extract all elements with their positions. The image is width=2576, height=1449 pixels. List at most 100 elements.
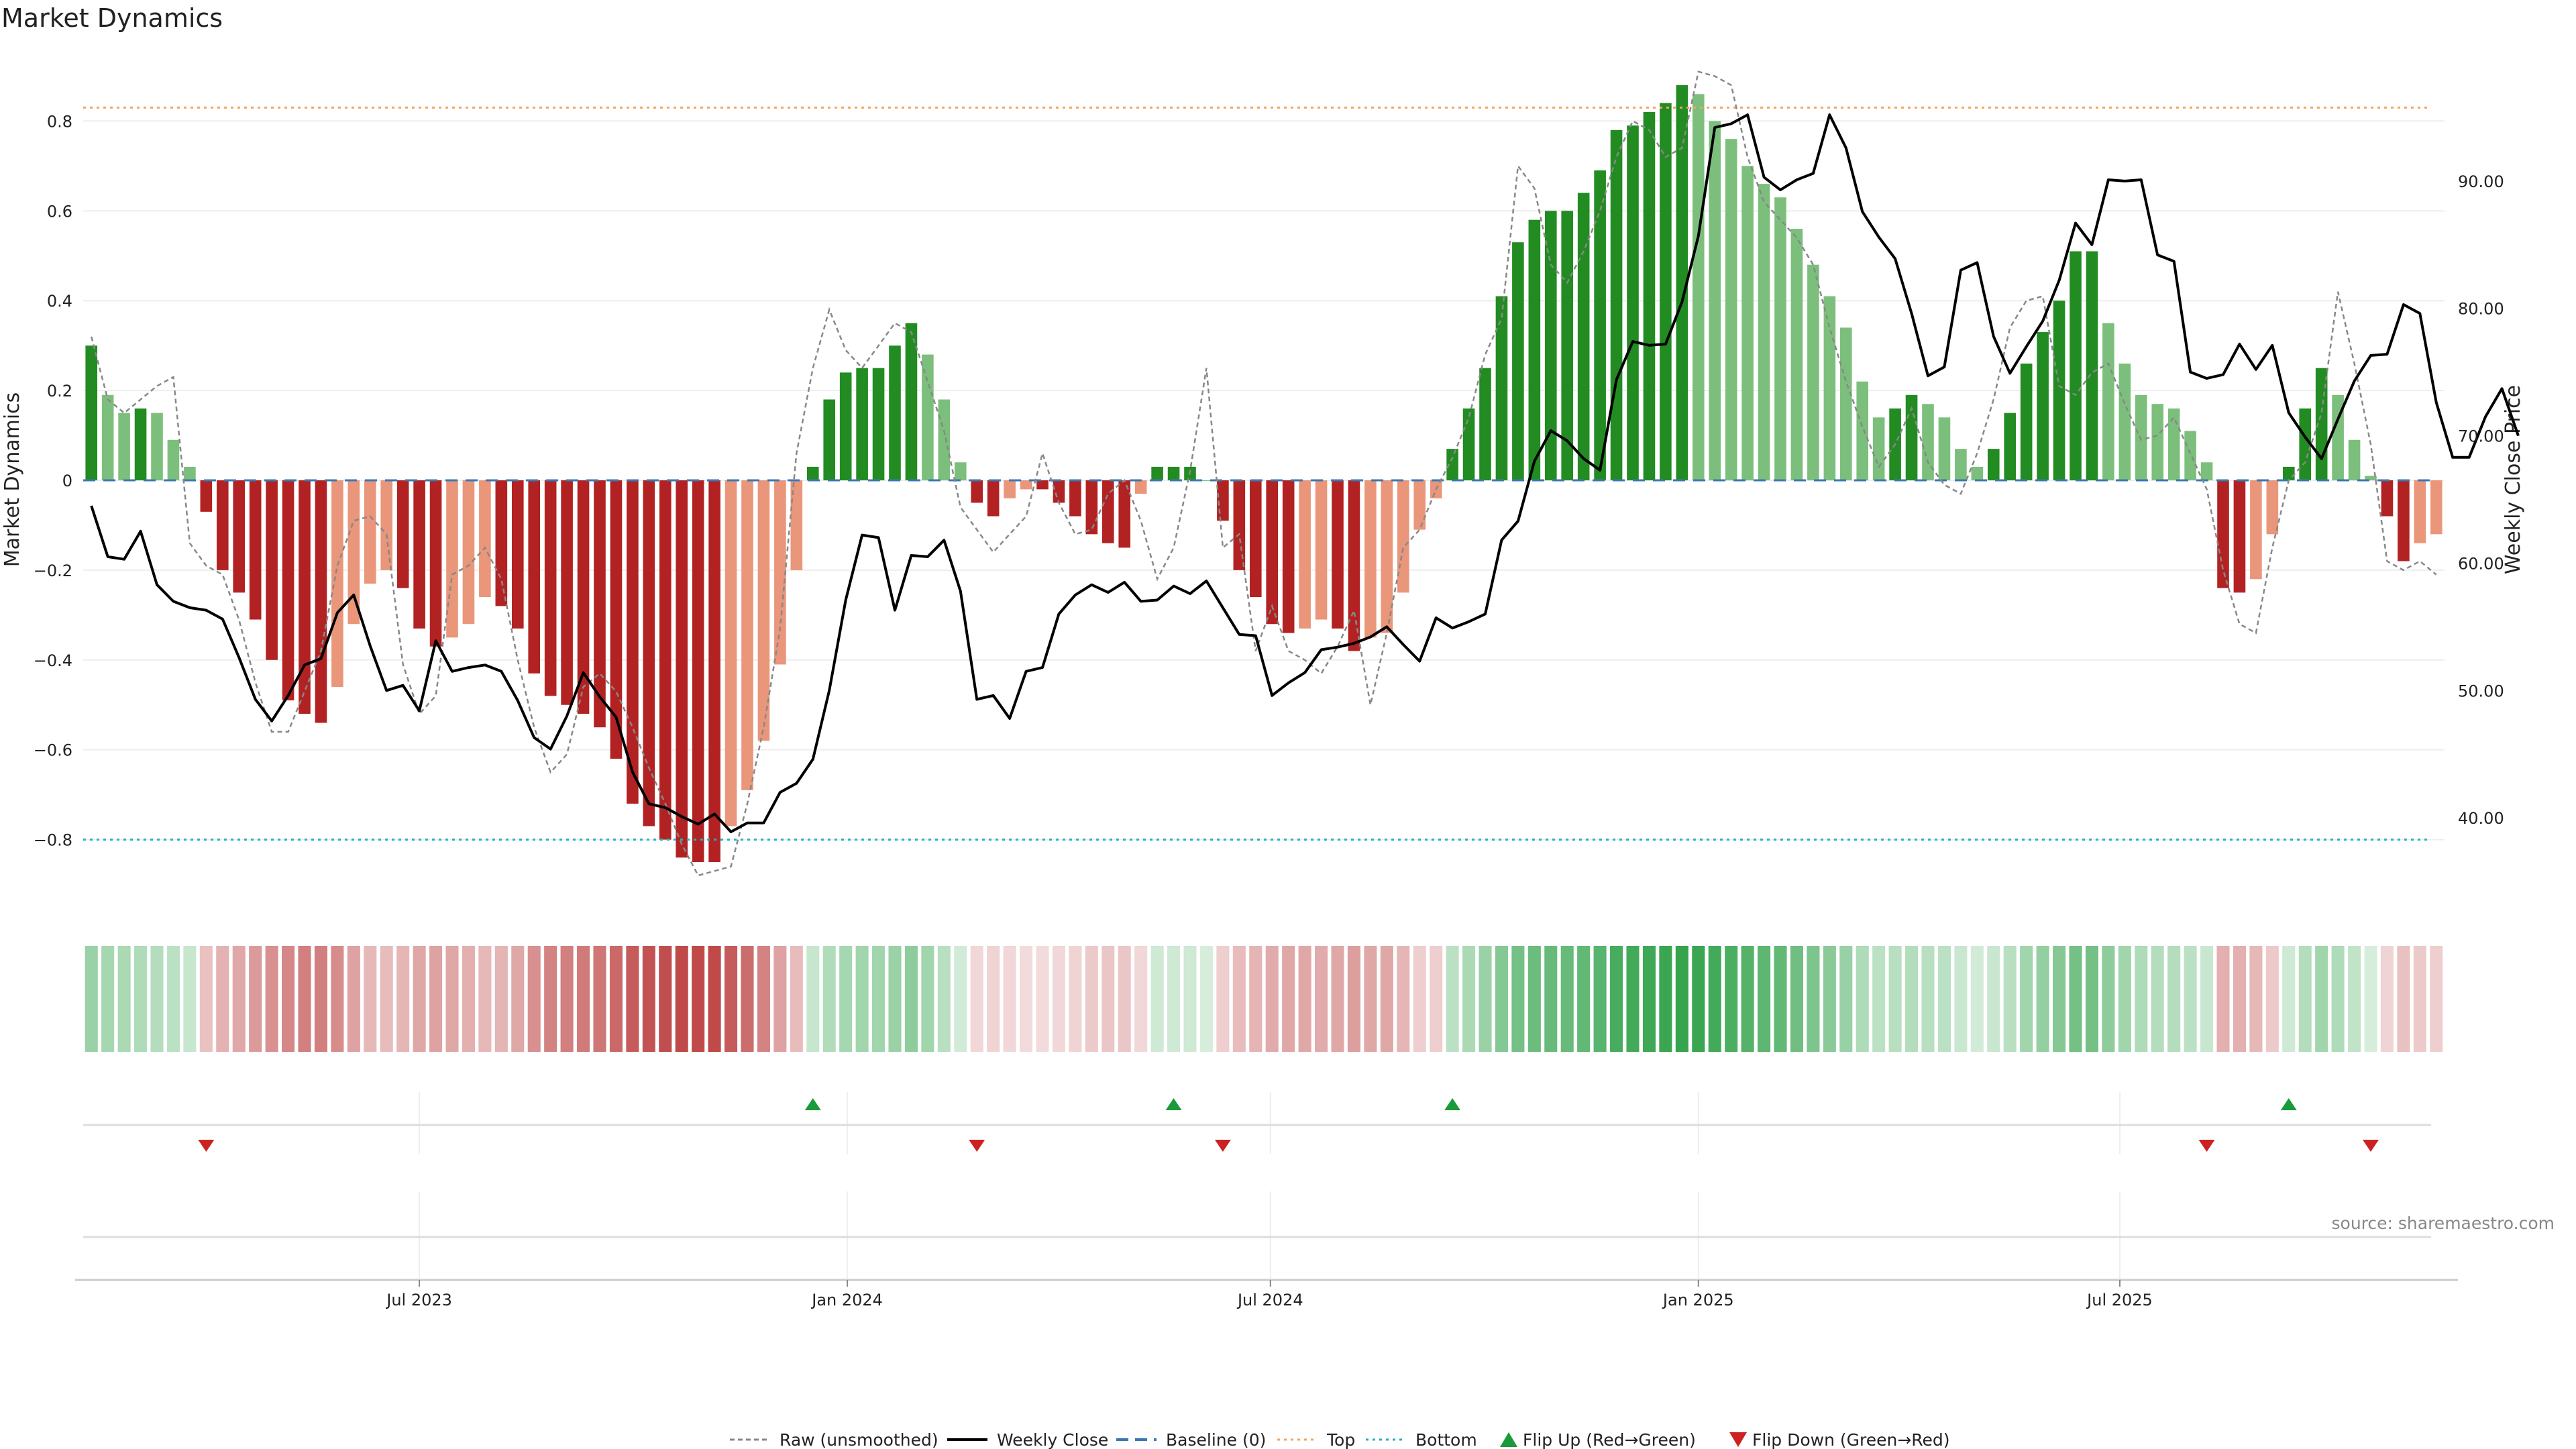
heat-cell-140 <box>2380 946 2394 1052</box>
x-tick-label: Jul 2023 <box>385 1291 452 1309</box>
dynamics-bar-93 <box>1610 129 1623 480</box>
heat-cell-21 <box>429 946 443 1052</box>
heat-cell-7 <box>199 946 213 1052</box>
dynamics-bar-1 <box>101 394 114 480</box>
dynamics-bar-30 <box>577 480 590 714</box>
heat-cell-26 <box>511 946 525 1052</box>
dynamics-bar-97 <box>1676 85 1688 480</box>
heat-cell-112 <box>1921 946 1935 1052</box>
chart-title: Market Dynamics <box>1 3 223 33</box>
heat-cell-37 <box>692 946 705 1052</box>
dynamics-bar-116 <box>1987 449 2000 480</box>
heat-cell-24 <box>478 946 492 1052</box>
heat-cell-23 <box>462 946 475 1052</box>
heat-cell-1 <box>101 946 115 1052</box>
dynamics-bar-0 <box>85 345 98 480</box>
dynamics-bar-83 <box>1446 449 1458 480</box>
heat-cell-92 <box>1593 946 1607 1052</box>
dynamics-bar-125 <box>2135 394 2147 480</box>
dynamics-bar-20 <box>413 480 425 629</box>
dynamics-bar-85 <box>1479 368 1491 480</box>
heat-cell-5 <box>166 946 180 1052</box>
heat-cell-15 <box>331 946 344 1052</box>
heat-cell-97 <box>1675 946 1688 1052</box>
legend-swatch-flip-down <box>1729 1432 1747 1447</box>
dynamics-bar-92 <box>1594 170 1606 480</box>
y-left-tick-label: −0.8 <box>34 831 72 850</box>
dynamics-bar-7 <box>200 480 213 512</box>
heat-cell-52 <box>937 946 951 1052</box>
y-right-tick-label: 50.00 <box>2458 682 2504 700</box>
heat-cell-20 <box>413 946 426 1052</box>
dynamics-bar-24 <box>479 480 491 598</box>
heat-cell-137 <box>2331 946 2345 1052</box>
heat-cell-138 <box>2348 946 2361 1052</box>
heat-cell-76 <box>1331 946 1344 1052</box>
dynamics-bar-47 <box>856 368 868 480</box>
dynamics-bar-15 <box>331 480 343 687</box>
y-left-tick-label: −0.2 <box>34 561 72 580</box>
heat-cell-22 <box>445 946 459 1052</box>
dynamics-bar-139 <box>2365 476 2377 480</box>
dynamics-bar-18 <box>380 480 393 570</box>
heat-cell-67 <box>1183 946 1197 1052</box>
dynamics-bar-39 <box>724 480 737 826</box>
dynamics-bar-95 <box>1643 112 1656 480</box>
heat-cell-50 <box>904 946 918 1052</box>
heat-cell-73 <box>1282 946 1295 1052</box>
dynamics-bar-112 <box>1922 404 1934 480</box>
dynamics-bar-26 <box>511 480 524 629</box>
legend-label-top: Top <box>1326 1430 1355 1449</box>
dynamics-bar-61 <box>1085 480 1098 535</box>
dynamics-bar-65 <box>1151 466 1163 480</box>
heat-cell-14 <box>314 946 327 1052</box>
heat-cell-29 <box>560 946 574 1052</box>
heat-cell-48 <box>872 946 885 1052</box>
dynamics-bar-9 <box>233 480 246 593</box>
y-right-tick-label: 80.00 <box>2458 300 2504 319</box>
heat-cell-65 <box>1150 946 1164 1052</box>
heat-cell-91 <box>1577 946 1591 1052</box>
y-left-tick-label: 0.4 <box>47 292 72 311</box>
dynamics-bar-52 <box>938 399 951 480</box>
heat-cell-118 <box>2020 946 2033 1052</box>
dynamics-bar-106 <box>1823 296 1836 480</box>
y-left-tick-label: −0.4 <box>34 651 72 670</box>
heat-cell-101 <box>1741 946 1754 1052</box>
dynamics-bar-84 <box>1462 408 1475 480</box>
heat-cell-6 <box>183 946 197 1052</box>
heat-cell-62 <box>1102 946 1115 1052</box>
dynamics-bar-3 <box>134 408 147 480</box>
dynamics-bar-104 <box>1790 229 1803 480</box>
heat-cell-134 <box>2282 946 2296 1052</box>
heat-cell-142 <box>2413 946 2426 1052</box>
dynamics-bar-142 <box>2414 480 2426 543</box>
heat-cell-0 <box>85 946 98 1052</box>
dynamics-bar-22 <box>446 480 458 638</box>
heat-cell-122 <box>2085 946 2098 1052</box>
heat-cell-55 <box>987 946 1000 1052</box>
heat-cell-16 <box>347 946 360 1052</box>
dynamics-bar-70 <box>1233 480 1246 570</box>
dynamics-bar-81 <box>1413 480 1426 530</box>
flip-down-marker <box>198 1140 215 1152</box>
heat-cell-12 <box>282 946 295 1052</box>
heat-cell-130 <box>2216 946 2230 1052</box>
heat-cell-8 <box>216 946 229 1052</box>
dynamics-bar-120 <box>2053 301 2065 480</box>
dynamics-bar-101 <box>1741 166 1754 481</box>
heat-cell-117 <box>2003 946 2017 1052</box>
heat-cell-30 <box>577 946 590 1052</box>
heat-strip <box>85 946 2443 1052</box>
heat-cell-77 <box>1347 946 1360 1052</box>
flip-up-marker <box>804 1098 821 1110</box>
dynamics-bar-100 <box>1725 139 1737 480</box>
heat-cell-111 <box>1905 946 1919 1052</box>
dynamics-bar-91 <box>1577 193 1590 480</box>
legend-swatch-flip-up <box>1500 1432 1517 1447</box>
y-right-tick-label: 40.00 <box>2458 809 2504 828</box>
dynamics-bar-13 <box>299 480 311 714</box>
dynamics-bar-46 <box>839 372 852 480</box>
flip-markers-panel <box>83 1092 2431 1280</box>
heat-cell-31 <box>593 946 606 1052</box>
